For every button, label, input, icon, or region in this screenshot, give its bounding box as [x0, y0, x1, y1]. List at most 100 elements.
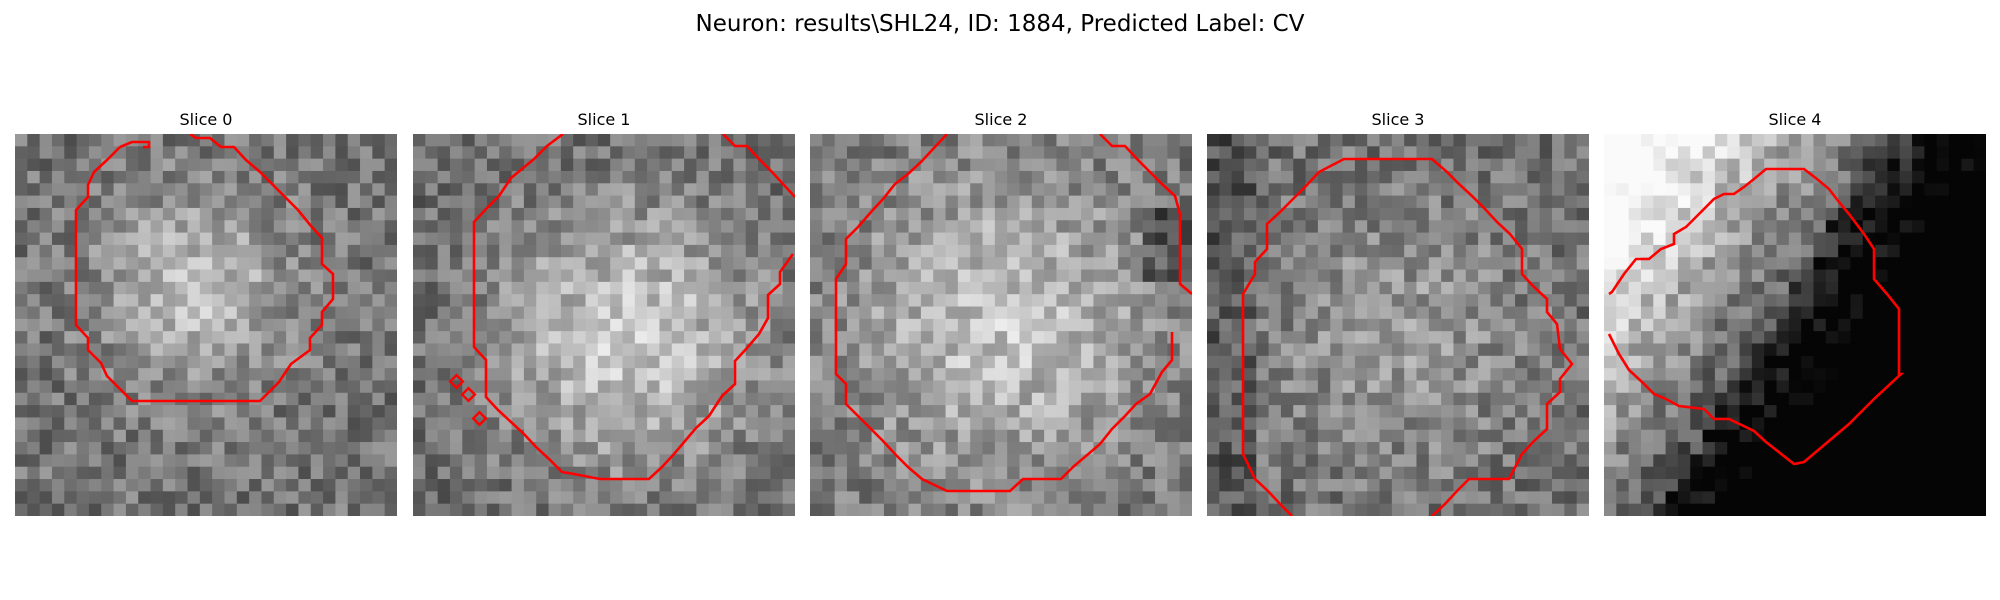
- pixel: [1118, 269, 1131, 283]
- pixel: [1019, 368, 1033, 382]
- pixel: [1527, 183, 1541, 197]
- pixel: [708, 343, 722, 357]
- pixel: [187, 146, 201, 160]
- pixel: [212, 380, 226, 394]
- pixel: [273, 244, 287, 258]
- pixel: [1031, 380, 1045, 394]
- pixel: [437, 343, 451, 357]
- pixel: [1628, 392, 1642, 406]
- pixel: [1354, 343, 1368, 357]
- pixel: [499, 417, 513, 431]
- pixel: [1118, 380, 1131, 394]
- pixel: [573, 392, 587, 406]
- pixel: [1478, 355, 1492, 369]
- pixel: [1564, 158, 1578, 172]
- pixel: [1179, 257, 1192, 271]
- pixel: [1502, 195, 1516, 209]
- pixel: [659, 257, 673, 271]
- pixel: [1838, 503, 1852, 516]
- pixel: [1367, 454, 1381, 468]
- pixel: [859, 380, 873, 394]
- pixel: [634, 195, 648, 209]
- pixel: [1690, 343, 1704, 357]
- pixel: [647, 269, 661, 283]
- pixel: [1155, 429, 1168, 443]
- pixel: [88, 503, 102, 516]
- pixel: [622, 232, 636, 246]
- pixel: [1280, 207, 1294, 221]
- pixel: [1813, 368, 1827, 382]
- pixel: [1527, 294, 1541, 308]
- pixel: [622, 479, 636, 492]
- pixel: [113, 479, 127, 492]
- pixel: [425, 207, 439, 221]
- pixel: [175, 454, 189, 468]
- pixel: [449, 355, 463, 369]
- pixel: [187, 479, 201, 492]
- pixel: [834, 491, 848, 505]
- pixel: [249, 318, 263, 332]
- pixel: [745, 244, 759, 258]
- pixel: [908, 207, 922, 221]
- pixel: [323, 417, 336, 431]
- pixel: [88, 429, 102, 443]
- pixel: [573, 368, 587, 382]
- pixel: [920, 331, 934, 345]
- pixel: [1515, 281, 1528, 295]
- pixel: [15, 158, 28, 172]
- pixel: [425, 331, 439, 345]
- pixel: [1416, 368, 1430, 382]
- pixel: [1330, 281, 1344, 295]
- pixel: [1552, 454, 1565, 468]
- pixel: [708, 281, 722, 295]
- pixel: [335, 417, 349, 431]
- pixel: [462, 207, 476, 221]
- pixel: [1515, 170, 1528, 184]
- pixel: [684, 392, 698, 406]
- pixel: [1044, 318, 1058, 332]
- pixel: [610, 170, 624, 184]
- pixel: [634, 281, 648, 295]
- pixel: [1293, 281, 1307, 295]
- pixel: [51, 380, 65, 394]
- pixel: [1973, 417, 1986, 431]
- pixel: [1515, 134, 1528, 147]
- pixel: [1354, 331, 1368, 345]
- pixel: [1875, 232, 1889, 246]
- pixel: [1130, 244, 1144, 258]
- pixel: [286, 281, 300, 295]
- pixel: [1640, 417, 1654, 431]
- pixel: [822, 454, 836, 468]
- pixel: [113, 244, 127, 258]
- pixel: [1379, 380, 1393, 394]
- pixel: [1416, 207, 1430, 221]
- pixel: [1305, 244, 1319, 258]
- pixel: [437, 417, 451, 431]
- pixel: [1081, 269, 1095, 283]
- pixel: [733, 170, 747, 184]
- pixel: [1539, 355, 1553, 369]
- pixel: [162, 417, 176, 431]
- pixel: [560, 306, 574, 320]
- pixel: [708, 244, 722, 258]
- pixel: [499, 392, 513, 406]
- pixel: [1527, 232, 1541, 246]
- pixel: [859, 479, 873, 492]
- pixel: [883, 392, 897, 406]
- pixel: [1155, 454, 1168, 468]
- pixel: [1564, 429, 1578, 443]
- pixel: [1093, 257, 1107, 271]
- pixel: [933, 355, 947, 369]
- pixel: [360, 466, 373, 480]
- pixel: [810, 491, 823, 505]
- pixel: [286, 466, 300, 480]
- pixel: [982, 306, 996, 320]
- pixel: [1788, 466, 1802, 480]
- pixel: [846, 294, 860, 308]
- pixel: [696, 331, 710, 345]
- pixel: [138, 417, 152, 431]
- pixel: [1007, 158, 1021, 172]
- pixel: [511, 269, 525, 283]
- pixel: [51, 306, 65, 320]
- pixel: [1576, 368, 1589, 382]
